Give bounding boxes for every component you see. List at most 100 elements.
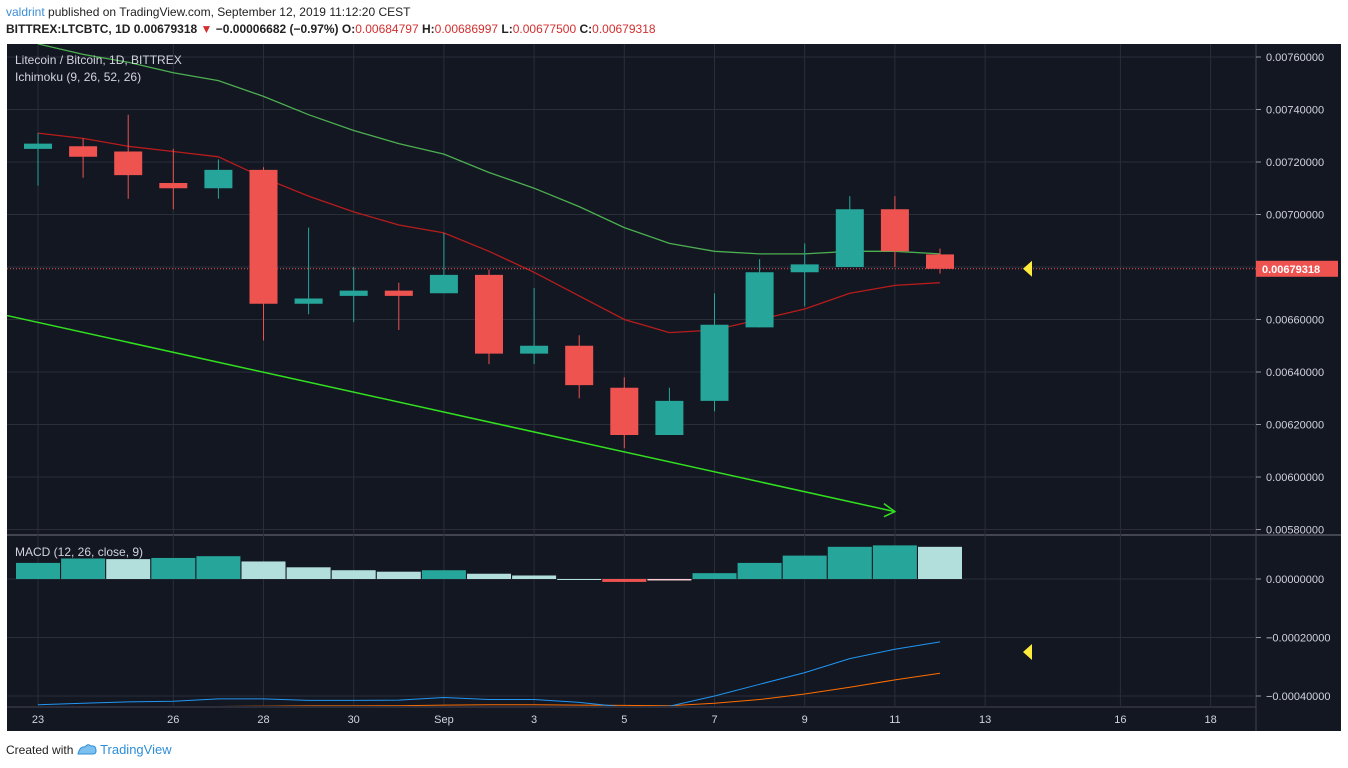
time-tick-label: 18 bbox=[1204, 714, 1216, 726]
candle-body[interactable] bbox=[835, 209, 864, 267]
price-tick-label: 0.00760000 bbox=[1266, 52, 1324, 64]
open-label: O: bbox=[341, 22, 356, 36]
candle-body[interactable] bbox=[339, 290, 368, 296]
time-tick-label: 3 bbox=[531, 714, 537, 726]
candle-body[interactable] bbox=[24, 143, 52, 149]
macd-histogram-bar bbox=[737, 562, 782, 579]
macd-histogram-bar bbox=[196, 556, 241, 579]
high-value: 0.00686997 bbox=[434, 22, 499, 36]
time-tick-label: 7 bbox=[711, 714, 717, 726]
chart-background bbox=[7, 44, 1341, 731]
candle-body[interactable] bbox=[655, 400, 684, 435]
macd-histogram-bar bbox=[61, 558, 106, 579]
ohlc-bar: BITTREX:LTCBTC, 1D 0.00679318 ▼ −0.00006… bbox=[6, 22, 656, 36]
macd-histogram-bar bbox=[421, 570, 466, 579]
macd-histogram-bar bbox=[647, 579, 692, 581]
time-tick-label: 26 bbox=[167, 714, 179, 726]
candle-body[interactable] bbox=[745, 272, 774, 328]
candle-body[interactable] bbox=[249, 169, 278, 304]
current-price-tag bbox=[1256, 260, 1338, 277]
macd-histogram-bar bbox=[467, 573, 511, 579]
macd-histogram-bar bbox=[286, 567, 331, 579]
macd-histogram-bar bbox=[106, 559, 151, 579]
candle-body[interactable] bbox=[700, 324, 729, 401]
price-tick-label: 0.00640000 bbox=[1266, 367, 1324, 379]
macd-histogram-bar bbox=[827, 546, 872, 579]
price-tick-label: 0.00660000 bbox=[1266, 315, 1324, 327]
candle-body[interactable] bbox=[294, 298, 323, 304]
candle-body[interactable] bbox=[159, 183, 188, 189]
macd-histogram-bar bbox=[376, 571, 421, 579]
macd-histogram-bar bbox=[16, 562, 60, 579]
open-value: 0.00684797 bbox=[355, 22, 419, 36]
change-value: −0.00006682 (−0.97%) bbox=[215, 22, 339, 36]
symbol-label: BITTREX:LTCBTC, 1D bbox=[6, 22, 131, 36]
macd-histogram-bar bbox=[512, 575, 557, 579]
candle-body[interactable] bbox=[475, 274, 503, 354]
low-value: 0.00677500 bbox=[512, 22, 577, 36]
candle-body[interactable] bbox=[926, 254, 954, 269]
price-tick-label: 0.00740000 bbox=[1266, 105, 1324, 117]
publish-info: valdrint published on TradingView.com, S… bbox=[6, 5, 410, 19]
tradingview-logo-icon[interactable] bbox=[77, 743, 100, 757]
time-tick-label: 28 bbox=[257, 714, 269, 726]
candle-body[interactable] bbox=[610, 387, 639, 435]
macd-histogram-bar bbox=[918, 546, 962, 579]
close-label: C: bbox=[579, 22, 593, 36]
candle-body[interactable] bbox=[69, 146, 98, 157]
time-tick-label: Sep bbox=[434, 714, 454, 726]
candle-body[interactable] bbox=[429, 274, 458, 294]
macd-histogram-bar bbox=[557, 579, 602, 580]
candle-body[interactable] bbox=[790, 264, 819, 273]
macd-histogram-bar bbox=[782, 555, 827, 579]
price-tick-label: 0.00700000 bbox=[1266, 210, 1324, 222]
ichimoku-legend: Ichimoku (9, 26, 52, 26) bbox=[15, 70, 141, 84]
macd-histogram-bar bbox=[241, 561, 286, 579]
price-tick-label: 0.00720000 bbox=[1266, 157, 1324, 169]
candle-body[interactable] bbox=[204, 169, 233, 189]
macd-signal-line bbox=[218, 672, 941, 706]
time-tick-label: 9 bbox=[802, 714, 808, 726]
price-tick-label: 0.00600000 bbox=[1266, 472, 1324, 484]
candle-body[interactable] bbox=[565, 345, 594, 386]
tradingview-brand[interactable]: TradingView bbox=[100, 742, 172, 757]
ichimoku-base-line bbox=[37, 44, 941, 255]
published-text: published on TradingView.com, September … bbox=[44, 5, 411, 19]
candle-body[interactable] bbox=[384, 290, 413, 296]
close-value: 0.00679318 bbox=[592, 22, 656, 36]
time-tick-label: 30 bbox=[348, 714, 360, 726]
time-tick-label: 16 bbox=[1114, 714, 1126, 726]
time-tick-label: 13 bbox=[979, 714, 991, 726]
candle-body[interactable] bbox=[114, 151, 143, 176]
trendline-arrow-icon bbox=[883, 503, 897, 518]
price-marker-icon bbox=[1023, 260, 1032, 277]
time-tick-label: 23 bbox=[32, 714, 44, 726]
chart-title: Litecoin / Bitcoin, 1D, BITTREX bbox=[15, 53, 182, 67]
high-label: H: bbox=[421, 22, 435, 36]
macd-histogram-bar bbox=[872, 545, 917, 579]
macd-tick-label: 0.00000000 bbox=[1266, 574, 1324, 586]
macd-histogram-bar bbox=[602, 579, 647, 582]
macd-legend: MACD (12, 26, close, 9) bbox=[15, 545, 143, 559]
current-price-tag-label: 0.00679318 bbox=[1262, 264, 1320, 276]
low-label: L: bbox=[501, 22, 513, 36]
created-with-text: Created with bbox=[6, 743, 74, 757]
change-arrow-icon: ▼ bbox=[200, 22, 213, 36]
candle-body[interactable] bbox=[520, 345, 549, 354]
time-tick-label: 5 bbox=[621, 714, 627, 726]
macd-line bbox=[37, 641, 941, 706]
candle-body[interactable] bbox=[880, 209, 909, 252]
macd-tick-label: −0.00020000 bbox=[1266, 633, 1331, 645]
support-trendline[interactable] bbox=[6, 314, 896, 513]
publisher-name[interactable]: valdrint bbox=[6, 5, 45, 19]
macd-histogram-bar bbox=[151, 557, 196, 579]
macd-histogram-bar bbox=[692, 573, 737, 579]
time-tick-label: 11 bbox=[889, 714, 900, 726]
footer: Created with TradingView bbox=[6, 742, 172, 757]
macd-histogram-bar bbox=[331, 570, 376, 579]
ichimoku-conversion-line bbox=[37, 132, 941, 334]
last-price: 0.00679318 bbox=[133, 22, 198, 36]
price-tick-label: 0.00580000 bbox=[1266, 525, 1324, 537]
macd-tick-label: −0.00040000 bbox=[1266, 691, 1331, 703]
